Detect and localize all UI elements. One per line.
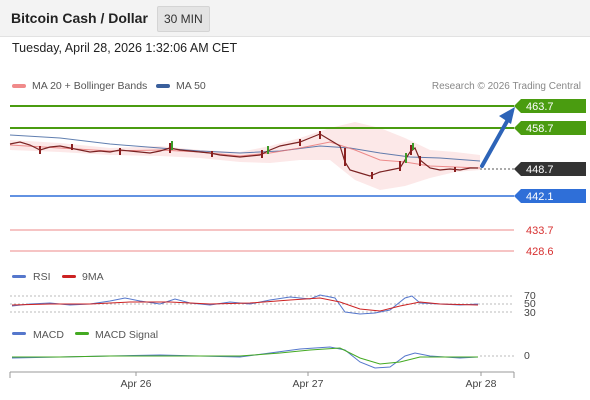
svg-text:9MA: 9MA [82, 271, 104, 283]
svg-text:RSI: RSI [33, 271, 51, 283]
interval-button[interactable]: 30 MIN [157, 6, 210, 32]
macd-signal-line [12, 347, 478, 365]
ma50-label: MA 50 [176, 80, 206, 92]
rsi-line [11, 294, 479, 315]
x-label-apr27: Apr 27 [293, 378, 324, 390]
ma50-swatch [156, 84, 170, 88]
timestamp: Tuesday, April 28, 2026 1:32:06 AM CET [12, 41, 238, 55]
rsi-signal-line [11, 297, 479, 312]
rsi-level-30: 30 [524, 307, 536, 319]
forecast-arrowhead [499, 107, 515, 124]
forecast-arrow [480, 114, 512, 168]
macd-zero-label: 0 [524, 350, 530, 362]
svg-text:MACD: MACD [33, 329, 64, 341]
macd-line [11, 346, 479, 369]
legend-ma20: MA 20 + Bollinger Bands [12, 80, 147, 92]
tag-463: 463.7 [514, 99, 586, 113]
research-credit: Research © 2026 Trading Central [431, 81, 581, 92]
svg-text:442.1: 442.1 [526, 191, 554, 203]
label-433: 433.7 [526, 225, 554, 237]
ma20-label: MA 20 + Bollinger Bands [32, 80, 148, 92]
macd-legend: MACD MACD Signal [12, 329, 158, 341]
svg-text:463.7: 463.7 [526, 101, 554, 113]
x-label-apr28: Apr 28 [466, 378, 497, 390]
chart-header: Bitcoin Cash / Dollar 30 MIN [0, 0, 590, 37]
label-428: 428.6 [526, 246, 554, 258]
instrument-title: Bitcoin Cash / Dollar [11, 10, 148, 26]
legend-ma50: MA 50 [156, 80, 206, 92]
tag-458: 458.7 [514, 121, 586, 135]
rsi-level-50: 50 [524, 298, 536, 310]
tag-last-price: 448.7 [514, 162, 586, 176]
bull-candles [171, 141, 414, 163]
svg-text:448.7: 448.7 [526, 164, 554, 176]
svg-text:458.7: 458.7 [526, 123, 554, 135]
price-line [9, 133, 478, 177]
tag-442: 442.1 [514, 189, 586, 203]
x-label-apr26: Apr 26 [121, 378, 152, 390]
candles [39, 131, 456, 179]
rsi-level-70: 70 [524, 290, 536, 302]
svg-text:MACD Signal: MACD Signal [95, 329, 158, 341]
ma20-swatch [12, 84, 26, 88]
rsi-legend: RSI 9MA [12, 271, 104, 283]
